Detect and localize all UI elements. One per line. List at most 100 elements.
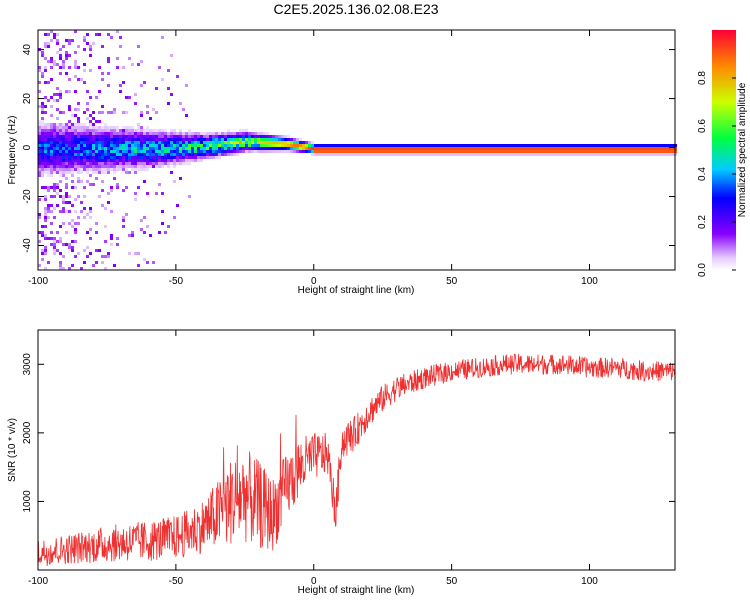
spectrogram-cell xyxy=(65,39,68,42)
spectrogram-cell xyxy=(98,90,101,93)
spectrogram-cell xyxy=(44,168,47,171)
spectrogram-cell xyxy=(452,153,455,156)
spectrogram-cell xyxy=(41,231,44,234)
colorbar-tick-label: 0.8 xyxy=(697,71,708,85)
spectrogram-cell xyxy=(221,147,224,150)
spectrogram-cell xyxy=(59,252,62,255)
spectrogram-cell xyxy=(236,135,239,138)
spectrogram-cell xyxy=(464,153,467,156)
spectrogram-cell xyxy=(50,147,53,150)
spectrogram-cell xyxy=(65,186,68,189)
spectrogram-cell xyxy=(107,138,110,141)
spectrogram-cell xyxy=(197,156,200,159)
spectrogram-cell xyxy=(191,156,194,159)
spectrogram-cell xyxy=(140,132,143,135)
spectrogram-cell xyxy=(260,135,263,138)
spectrogram-cell xyxy=(44,123,47,126)
spectrogram-cell xyxy=(71,159,74,162)
spectrogram-cell xyxy=(599,153,602,156)
spectrogram-cell xyxy=(83,129,86,132)
spectrogram-cell xyxy=(251,150,254,153)
spectrogram-cell xyxy=(110,132,113,135)
spectrogram-cell xyxy=(116,165,119,168)
spectrogram-cell xyxy=(128,165,131,168)
spectrogram-cell xyxy=(80,144,83,147)
spectrogram-cell xyxy=(152,150,155,153)
spectrogram-cell xyxy=(59,57,62,60)
spectrogram-cell xyxy=(47,45,50,48)
spectrogram-cell xyxy=(326,147,329,150)
spectrogram-cell xyxy=(53,165,56,168)
spectrogram-cell xyxy=(425,150,428,153)
spectrogram-cell xyxy=(125,153,128,156)
spectrogram-cell xyxy=(302,147,305,150)
spectrogram-cell xyxy=(119,156,122,159)
spectrogram-cell xyxy=(266,144,269,147)
spectrogram-cell xyxy=(326,144,329,147)
spectrogram-cell xyxy=(116,144,119,147)
spectrogram-cell xyxy=(59,150,62,153)
spectrogram-cell xyxy=(74,63,77,66)
spectrogram-cell xyxy=(56,93,59,96)
spectrogram-cell xyxy=(44,111,47,114)
spectrogram-cell xyxy=(140,147,143,150)
spectrogram-cell xyxy=(59,168,62,171)
spectrogram-cell xyxy=(95,153,98,156)
spectrogram-cell xyxy=(671,150,674,153)
spectrogram-cell xyxy=(107,156,110,159)
spectrogram-cell xyxy=(539,144,542,147)
spectrogram-cell xyxy=(314,147,317,150)
spectrogram-cell xyxy=(98,195,101,198)
spectrogram-cell xyxy=(404,150,407,153)
spectrogram-cell xyxy=(464,144,467,147)
spectrogram-cell xyxy=(632,150,635,153)
spectrogram-cell xyxy=(59,129,62,132)
spectrogram-cell xyxy=(92,117,95,120)
spectrogram-cell xyxy=(290,150,293,153)
spectrogram-cell xyxy=(254,135,257,138)
spectrogram-cell xyxy=(176,144,179,147)
spectrogram-cell xyxy=(44,219,47,222)
spectrogram-cell xyxy=(146,156,149,159)
spectrogram-cell xyxy=(44,96,47,99)
spectrogram-cell xyxy=(137,126,140,129)
spectrogram-cell xyxy=(188,147,191,150)
spectrogram-cell xyxy=(371,153,374,156)
spectrogram-cell xyxy=(110,234,113,237)
spectrogram-cell xyxy=(62,63,65,66)
spectrogram-cell xyxy=(41,132,44,135)
spectrogram-cell xyxy=(554,153,557,156)
spectrogram-cell xyxy=(101,255,104,258)
spectrogram-cell xyxy=(53,99,56,102)
spectrogram-cell xyxy=(326,150,329,153)
spectrogram-cell xyxy=(149,138,152,141)
spectrogram-cell xyxy=(137,144,140,147)
spectrogram-cell xyxy=(509,147,512,150)
spectrogram-cell xyxy=(311,150,314,153)
spectrogram-cell xyxy=(128,153,131,156)
spectrogram-cell xyxy=(62,150,65,153)
spectrogram-cell xyxy=(236,132,239,135)
spectrogram-cell xyxy=(413,150,416,153)
spectrogram-cell xyxy=(185,135,188,138)
spectrogram-cell xyxy=(38,123,41,126)
spectrogram-cell xyxy=(497,144,500,147)
colorbar-label: Normalized spectral amplitude xyxy=(737,82,748,217)
spectrogram-cell xyxy=(269,138,272,141)
spectrogram-cell xyxy=(83,162,86,165)
spectrogram-cell xyxy=(65,165,68,168)
spectrogram-cell xyxy=(113,147,116,150)
spectrogram-cell xyxy=(92,171,95,174)
spectrogram-cell xyxy=(347,147,350,150)
spectrogram-cell xyxy=(92,129,95,132)
spectrogram-cell xyxy=(263,138,266,141)
spectrogram-cell xyxy=(86,102,89,105)
spectrogram-x-tick-label: -50 xyxy=(169,276,184,287)
spectrogram-cell xyxy=(83,39,86,42)
spectrogram-cell xyxy=(644,144,647,147)
spectrogram-cell xyxy=(77,147,80,150)
spectrogram-cell xyxy=(176,162,179,165)
spectrogram-cell xyxy=(116,168,119,171)
spectrogram-cell xyxy=(530,153,533,156)
